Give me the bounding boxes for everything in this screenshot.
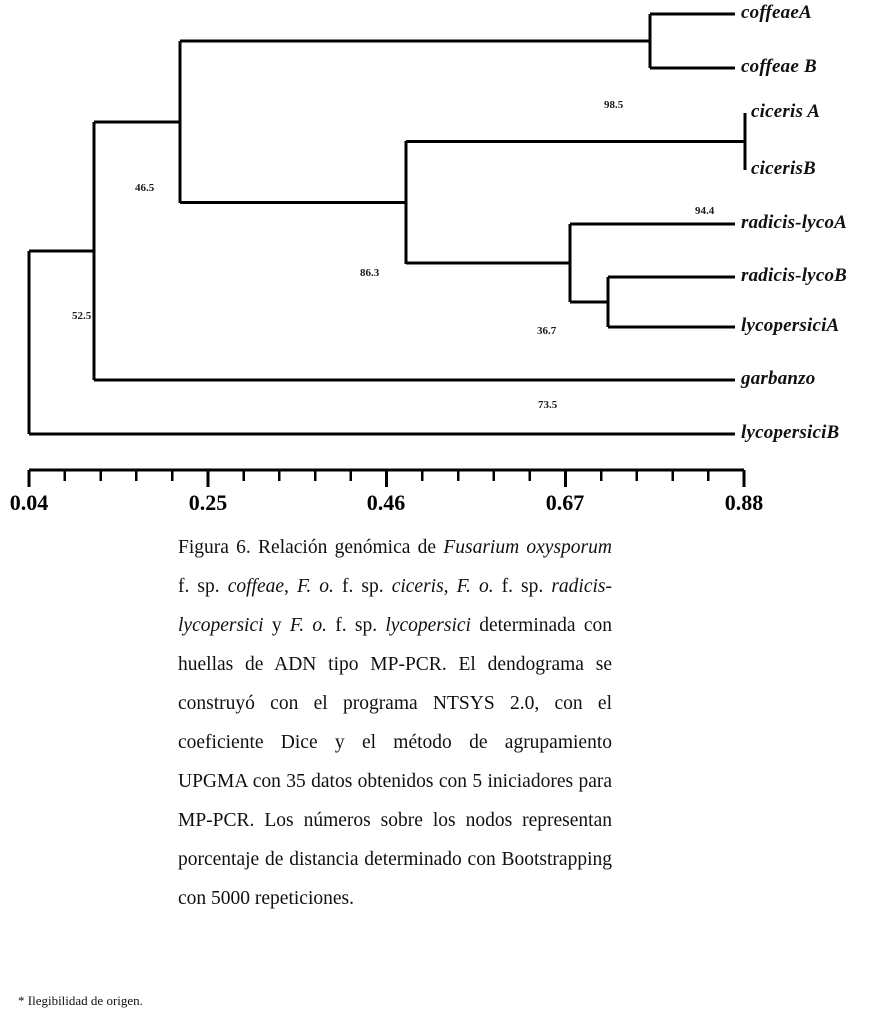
- axis-tick-label-0-04: 0.04: [9, 490, 49, 515]
- bootstrap-value-86-3: 86.3: [360, 267, 380, 279]
- leaf-label-coffeaea: coffeaeA: [741, 2, 812, 23]
- caption-segment-0: Figura 6. Relación genómica de: [178, 537, 444, 558]
- tree-branches: [27, 12, 747, 436]
- caption-segment-14: f. sp.: [327, 615, 386, 636]
- axis-tick-label-0-46: 0.46: [366, 490, 406, 515]
- leaf-label-garbanzo: garbanzo: [741, 368, 816, 389]
- leaf-label-cicerisb: cicerisB: [751, 158, 816, 179]
- figure-footnote: * Ilegibilidad de origen.: [18, 993, 143, 1008]
- caption-segment-12: y: [263, 615, 290, 636]
- caption-segment-10: f. sp.: [493, 576, 552, 597]
- leaf-label-lycopersicia: lycopersiciA: [741, 315, 840, 336]
- axis-tick-label-0-67: 0.67: [545, 490, 585, 515]
- caption-segment-7: ciceris: [391, 576, 444, 597]
- caption-segment-2: f. sp.: [178, 576, 228, 597]
- caption-segment-1: Fusarium oxysporum: [443, 537, 612, 558]
- bootstrap-value-94-4: 94.4: [695, 205, 715, 217]
- bootstrap-value-46-5: 46.5: [135, 182, 155, 194]
- caption-segment-8: ,: [443, 576, 457, 597]
- axis-tick-label-0-88: 0.88: [724, 490, 764, 515]
- caption-segment-15: lycopersici: [385, 615, 471, 636]
- leaf-label-coffeae-b: coffeae B: [741, 56, 817, 77]
- bootstrap-value-52-5: 52.5: [72, 310, 92, 322]
- leaf-label-radicis-lycoa: radicis-lycoA: [741, 212, 848, 233]
- caption-segment-9: F. o.: [456, 576, 494, 597]
- dendrogram-plot: [27, 12, 747, 487]
- caption-segment-6: f. sp.: [333, 576, 392, 597]
- bootstrap-value-36-7: 36.7: [537, 325, 557, 337]
- scale-axis: [27, 468, 746, 487]
- caption-segment-13: F. o.: [289, 615, 328, 636]
- axis-tick-label-0-25: 0.25: [188, 490, 228, 515]
- caption-segment-11: radicis-lycopersici: [178, 576, 613, 636]
- caption-segment-16: determinada con huellas de ADN tipo MP-P…: [178, 615, 612, 909]
- bootstrap-value-98-5: 98.5: [604, 99, 624, 111]
- dendrogram-figure: coffeaeA coffeae B ciceris A cicerisB radici…: [9, 2, 848, 515]
- caption-segment-3: coffeae: [227, 576, 285, 597]
- figure-caption: Figura 6. Relación genómica de Fusarium …: [178, 528, 612, 918]
- caption-segment-4: ,: [284, 576, 297, 597]
- leaf-label-radicis-lycob: radicis-lycoB: [741, 265, 848, 286]
- caption-segment-5: F. o.: [296, 576, 334, 597]
- leaf-label-lycopersicib: lycopersiciB: [741, 422, 840, 443]
- bootstrap-value-73-5: 73.5: [538, 399, 558, 411]
- leaf-label-ciceris-a: ciceris A: [751, 101, 821, 122]
